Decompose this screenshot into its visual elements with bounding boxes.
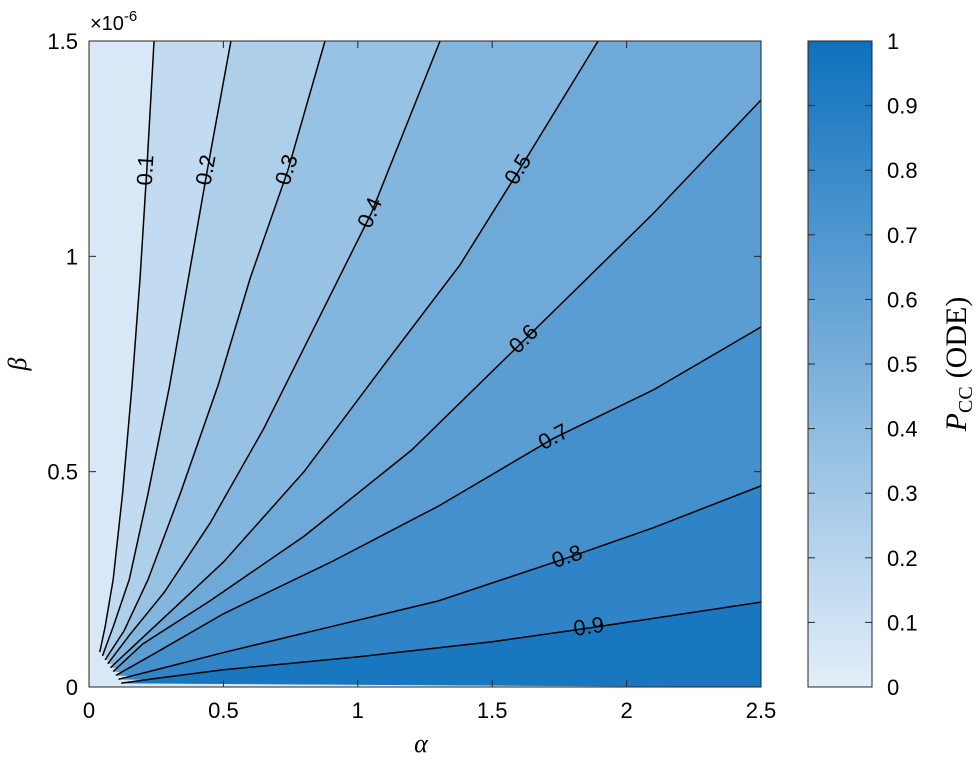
colorbar-tick-label: 0 xyxy=(887,675,899,700)
colorbar-label: PCC (ODE) xyxy=(940,297,977,433)
colorbar-tick-label: 0.3 xyxy=(887,481,918,506)
contour-label: 0.9 xyxy=(572,612,606,641)
y-tick-label: 0 xyxy=(66,675,78,700)
contour-line xyxy=(109,40,599,669)
y-multiplier-exponent: -6 xyxy=(124,8,137,25)
y-axis-label: β xyxy=(3,357,32,371)
colorbar-tick-label: 1 xyxy=(887,29,899,54)
x-tick-label: 1 xyxy=(352,698,364,723)
contour-line xyxy=(107,40,441,665)
colorbar-tick-label: 0.8 xyxy=(887,158,918,183)
x-tick-label: 0 xyxy=(83,698,95,723)
colorbar-label-rest: (ODE) xyxy=(940,297,973,379)
colorbar-tick-label: 0.5 xyxy=(887,352,918,377)
colorbar-label-main: P xyxy=(940,413,973,432)
contour-label: 0.1 xyxy=(132,154,159,186)
contour-line xyxy=(112,99,762,673)
x-tick-label: 2 xyxy=(620,698,632,723)
y-multiplier-base: ×10 xyxy=(90,13,124,35)
colorbar-label-sub: CC xyxy=(955,386,977,413)
colorbar-tick-label: 0.6 xyxy=(887,287,918,312)
contour-line xyxy=(121,601,762,684)
x-axis-label: α xyxy=(414,729,429,758)
colorbar-tick-label: 0.4 xyxy=(887,417,918,442)
y-tick-label: 1.5 xyxy=(47,29,78,54)
x-tick-label: 2.5 xyxy=(746,698,777,723)
colorbar-tick-label: 0.9 xyxy=(887,94,918,119)
colorbar xyxy=(807,40,873,688)
contour-line xyxy=(115,326,762,677)
x-tick-label: 0.5 xyxy=(208,698,239,723)
colorbar-tick-label: 0.2 xyxy=(887,546,918,571)
plot-frame xyxy=(88,40,762,688)
y-multiplier: ×10-6 xyxy=(90,8,137,35)
contour-line xyxy=(118,485,762,680)
colorbar-tick-label: 0.1 xyxy=(887,610,918,635)
y-tick-label: 1 xyxy=(66,244,78,269)
contour-line xyxy=(101,40,232,657)
x-tick-label: 1.5 xyxy=(477,698,508,723)
y-tick-label: 0.5 xyxy=(47,460,78,485)
contour-label: 0.2 xyxy=(191,153,221,188)
contour-line xyxy=(99,40,155,653)
contour-line xyxy=(104,40,326,661)
colorbar-tick-label: 0.7 xyxy=(887,223,918,248)
